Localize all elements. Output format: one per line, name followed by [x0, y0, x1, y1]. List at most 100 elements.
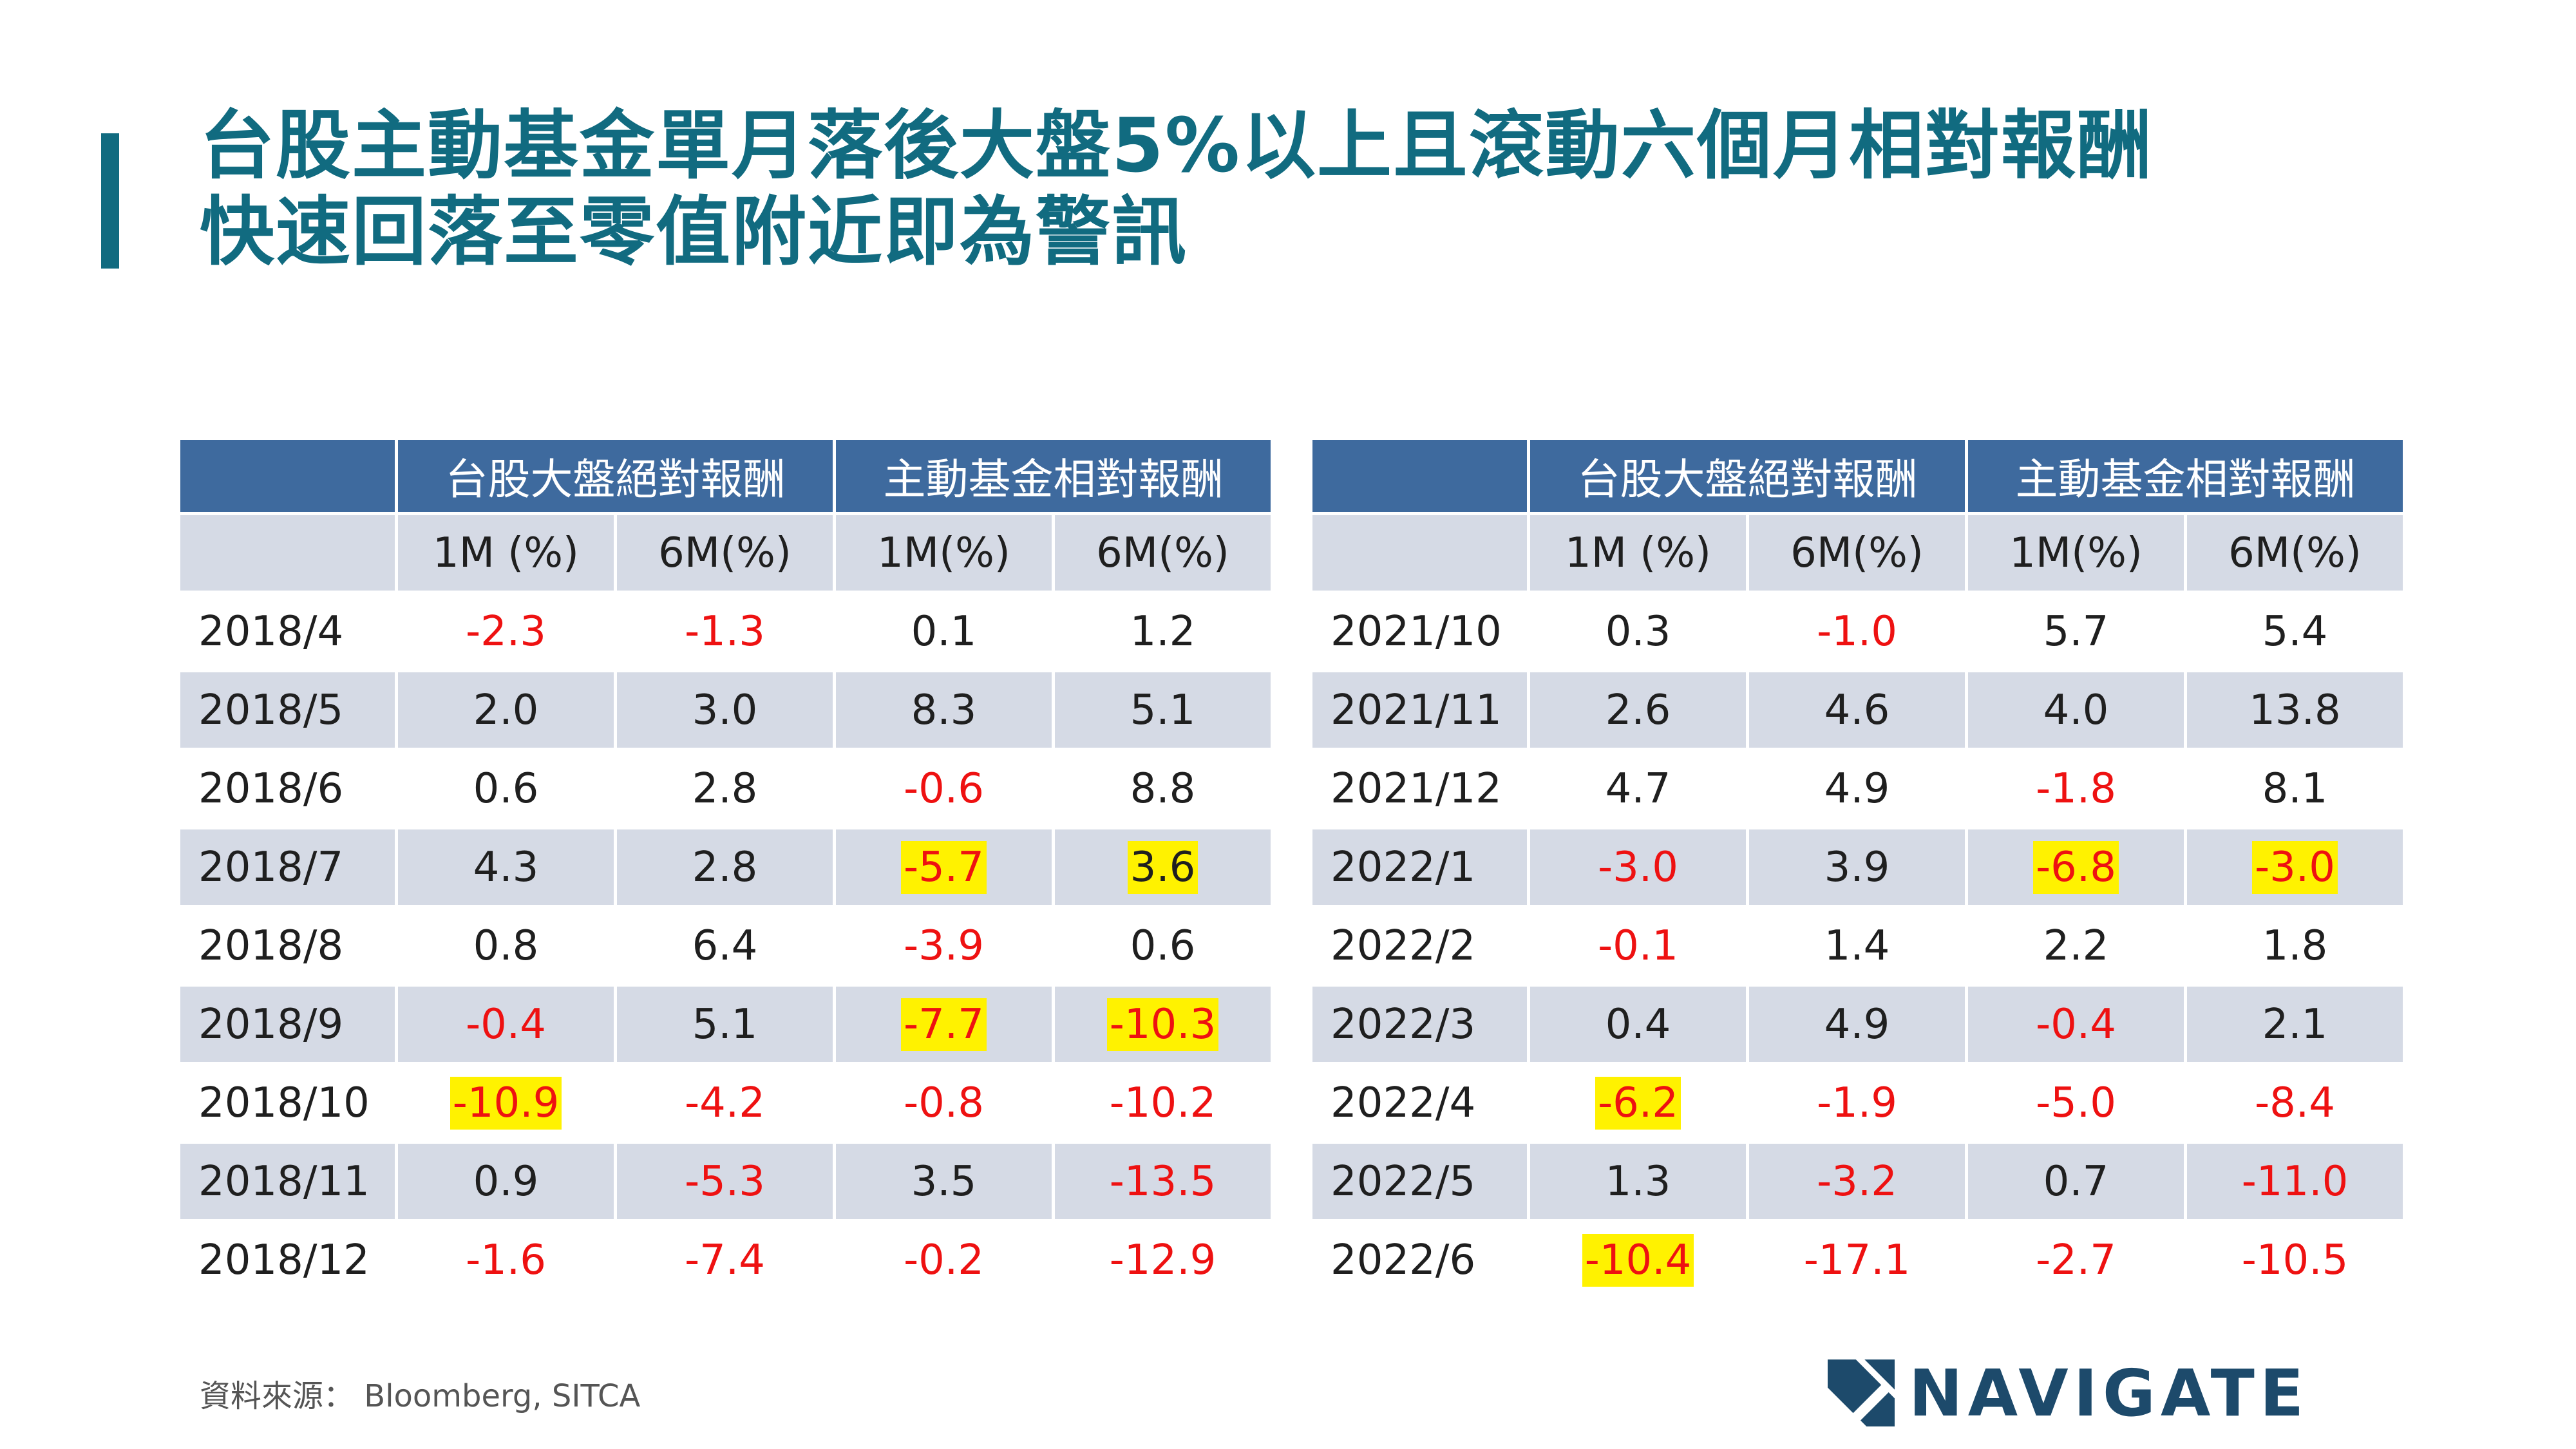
cell-value: -1.6 — [466, 1236, 546, 1284]
cell-value: 5.1 — [692, 1000, 758, 1048]
navigate-logo-icon — [1828, 1359, 1895, 1426]
table-cell: 0.8 — [398, 908, 614, 983]
cell-value: 2.2 — [2043, 922, 2109, 970]
col-header-6m: 6M(%) — [1749, 515, 1965, 591]
cell-value: -2.3 — [466, 607, 546, 656]
cell-value: 4.6 — [1824, 686, 1890, 734]
table-cell: 4.3 — [398, 829, 614, 905]
highlighted-cell-value: -10.4 — [1582, 1233, 1694, 1287]
cell-value: -5.0 — [2036, 1079, 2116, 1127]
table-cell: -17.1 — [1749, 1222, 1965, 1298]
table-cell: -3.9 — [836, 908, 1052, 983]
highlighted-cell-value: 3.6 — [1127, 840, 1198, 894]
table-cell: 1.2 — [1055, 594, 1271, 669]
table-cell: -0.2 — [836, 1222, 1052, 1298]
cell-value: 1.3 — [1605, 1157, 1671, 1206]
table-row: 2022/1 -3.0 3.9 -6.8 -3.0 — [1312, 829, 2403, 905]
cell-value: 2.8 — [692, 843, 758, 891]
cell-value: 4.7 — [1605, 764, 1671, 813]
cell-value: 2.8 — [692, 764, 758, 813]
table-cell: 2.8 — [617, 751, 833, 826]
table-cell: -8.4 — [2187, 1065, 2403, 1141]
table-cell: -6.2 — [1530, 1065, 1746, 1141]
cell-value: 1.4 — [1824, 922, 1890, 970]
cell-value: -0.1 — [1598, 922, 1678, 970]
logo-text: NAVIGATE — [1909, 1355, 2309, 1431]
cell-value: 5.4 — [2262, 607, 2328, 656]
table-cell: 8.3 — [836, 672, 1052, 748]
highlighted-cell-value: -7.7 — [901, 998, 987, 1051]
cell-value: 8.3 — [911, 686, 977, 734]
table-cell: -0.6 — [836, 751, 1052, 826]
table-cell: 8.8 — [1055, 751, 1271, 826]
cell-value: 0.4 — [1605, 1000, 1671, 1048]
row-date: 2018/12 — [180, 1222, 395, 1298]
table-cell: -11.0 — [2187, 1144, 2403, 1219]
table-cell: -0.8 — [836, 1065, 1052, 1141]
table-cell: -6.8 — [1968, 829, 2184, 905]
cell-value: 2.6 — [1605, 686, 1671, 734]
cell-value: -1.3 — [685, 607, 765, 656]
returns-table-2018: 台股大盤絕對報酬 主動基金相對報酬 1M (%) 6M(%) 1M(%) 6M(… — [177, 437, 1274, 1301]
table-cell: 0.4 — [1530, 987, 1746, 1062]
highlighted-cell-value: -5.7 — [901, 840, 987, 894]
row-date: 2018/7 — [180, 829, 395, 905]
table-cell: -3.0 — [1530, 829, 1746, 905]
cell-value: -3.2 — [1817, 1157, 1897, 1206]
col-header-1m: 1M(%) — [836, 515, 1052, 591]
row-date: 2018/9 — [180, 987, 395, 1062]
cell-value: 4.0 — [2043, 686, 2109, 734]
table-cell: 4.7 — [1530, 751, 1746, 826]
table-cell: -2.7 — [1968, 1222, 2184, 1298]
col-header-1m: 1M (%) — [1530, 515, 1746, 591]
highlighted-cell-value: -10.9 — [450, 1076, 562, 1130]
table-cell: -1.8 — [1968, 751, 2184, 826]
table-cell: -10.3 — [1055, 987, 1271, 1062]
table-cell: 13.8 — [2187, 672, 2403, 748]
cell-value: -0.6 — [904, 764, 984, 813]
highlighted-cell-value: -6.8 — [2033, 840, 2119, 894]
cell-value: 13.8 — [2249, 686, 2341, 734]
col-header-6m: 6M(%) — [1055, 515, 1271, 591]
row-date: 2018/8 — [180, 908, 395, 983]
table-cell: -7.7 — [836, 987, 1052, 1062]
table-row: 2018/11 0.9 -5.3 3.5 -13.5 — [180, 1144, 1271, 1219]
cell-value: 4.3 — [473, 843, 539, 891]
title-accent-bar — [101, 133, 119, 269]
table-cell: -1.3 — [617, 594, 833, 669]
cell-value: -3.0 — [1598, 843, 1678, 891]
cell-value: -5.3 — [685, 1157, 765, 1206]
row-date: 2018/10 — [180, 1065, 395, 1141]
cell-value: -0.8 — [904, 1079, 984, 1127]
table-cell: -3.2 — [1749, 1144, 1965, 1219]
navigate-logo: NAVIGATE — [1828, 1355, 2309, 1431]
table-row: 2022/3 0.4 4.9 -0.4 2.1 — [1312, 987, 2403, 1062]
header-empty-cell — [180, 440, 395, 512]
title-line-2: 快速回落至零值附近即為警訊 — [200, 189, 1188, 276]
row-date: 2022/5 — [1312, 1144, 1527, 1219]
table-row: 2022/4 -6.2 -1.9 -5.0 -8.4 — [1312, 1065, 2403, 1141]
table-row: 2018/7 4.3 2.8 -5.7 3.6 — [180, 829, 1271, 905]
cell-value: 0.6 — [1130, 922, 1196, 970]
table-cell: -0.4 — [398, 987, 614, 1062]
table-cell: 0.9 — [398, 1144, 614, 1219]
row-date: 2022/1 — [1312, 829, 1527, 905]
table-cell: -5.0 — [1968, 1065, 2184, 1141]
table-cell: 4.9 — [1749, 751, 1965, 826]
table-cell: 4.6 — [1749, 672, 1965, 748]
cell-value: 0.6 — [473, 764, 539, 813]
table-cell: -1.0 — [1749, 594, 1965, 669]
table-cell: -10.5 — [2187, 1222, 2403, 1298]
row-date: 2022/6 — [1312, 1222, 1527, 1298]
table-cell: 5.7 — [1968, 594, 2184, 669]
row-date: 2021/11 — [1312, 672, 1527, 748]
table-cell: 4.0 — [1968, 672, 2184, 748]
table-cell: 0.7 — [1968, 1144, 2184, 1219]
cell-value: -0.4 — [466, 1000, 546, 1048]
table-cell: -12.9 — [1055, 1222, 1271, 1298]
table-row: 2021/10 0.3 -1.0 5.7 5.4 — [1312, 594, 2403, 669]
cell-value: 0.8 — [473, 922, 539, 970]
table-cell: -10.4 — [1530, 1222, 1746, 1298]
highlighted-cell-value: -6.2 — [1595, 1076, 1681, 1130]
table-cell: 2.1 — [2187, 987, 2403, 1062]
